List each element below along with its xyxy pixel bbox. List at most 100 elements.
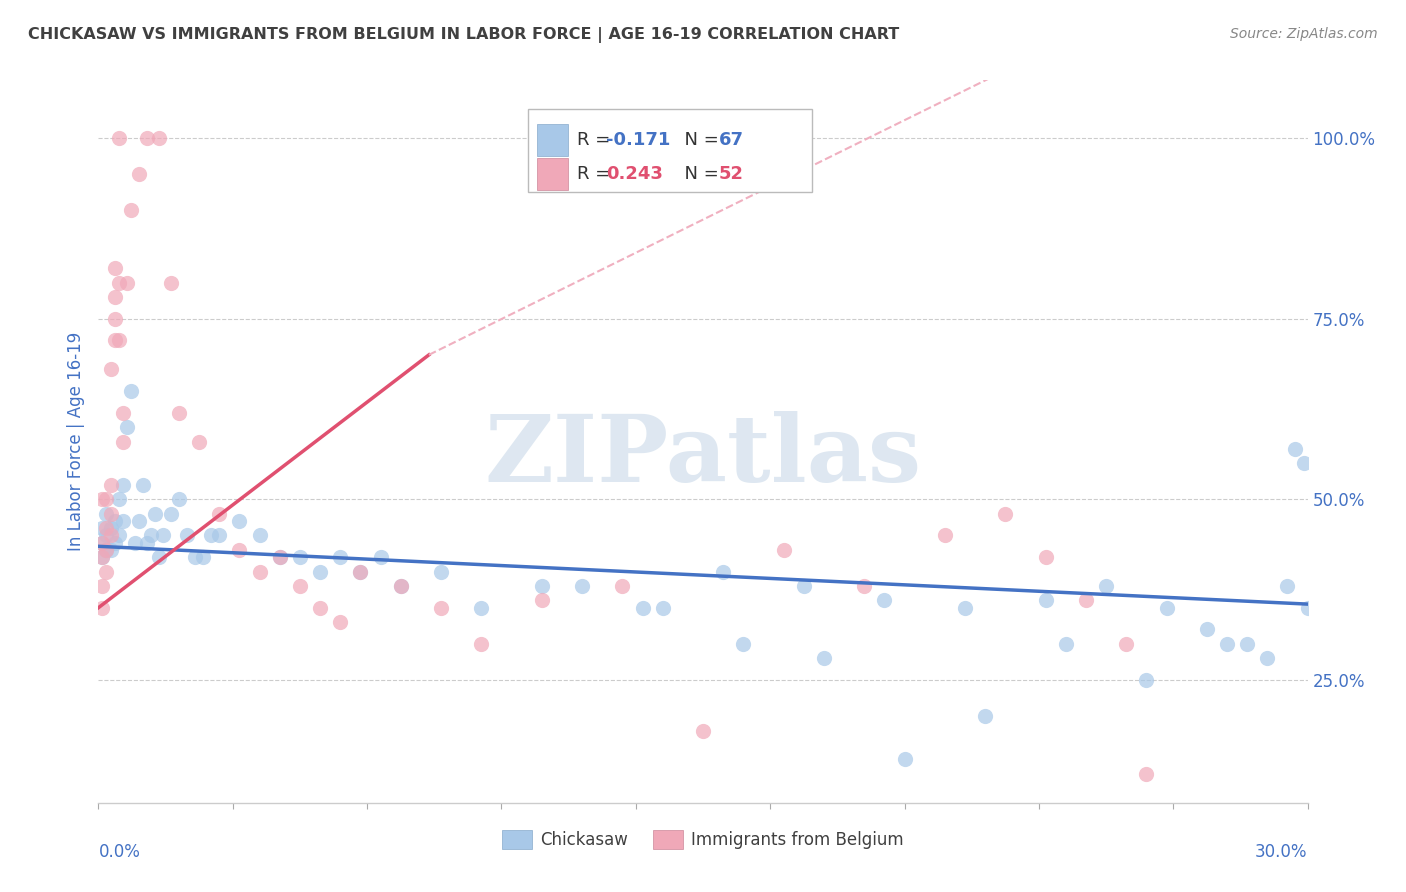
Point <box>111 434 134 449</box>
Point <box>733 637 755 651</box>
Point <box>132 478 155 492</box>
Point <box>91 579 114 593</box>
Point <box>96 528 118 542</box>
Point <box>249 528 271 542</box>
Text: ZIPatlas: ZIPatlas <box>485 411 921 501</box>
Point <box>96 492 118 507</box>
Point <box>167 492 190 507</box>
Point <box>100 528 122 542</box>
Point <box>853 579 876 593</box>
Point <box>135 131 157 145</box>
Point <box>974 709 997 723</box>
Point <box>953 600 976 615</box>
Text: R =: R = <box>578 165 616 183</box>
Text: R =: R = <box>578 130 616 149</box>
Point <box>389 579 412 593</box>
Point <box>91 535 114 549</box>
Point <box>100 362 122 376</box>
Point <box>249 565 271 579</box>
Point <box>349 565 371 579</box>
Point <box>176 528 198 542</box>
Point <box>288 550 311 565</box>
Point <box>309 565 332 579</box>
Point <box>160 276 183 290</box>
Point <box>200 528 222 542</box>
Legend: Chickasaw, Immigrants from Belgium: Chickasaw, Immigrants from Belgium <box>495 823 911 856</box>
Point <box>430 600 453 615</box>
Point <box>91 521 114 535</box>
Point <box>631 600 654 615</box>
Point <box>148 550 170 565</box>
Point <box>96 542 118 557</box>
Point <box>269 550 291 565</box>
Point <box>111 514 134 528</box>
Point <box>115 420 138 434</box>
Text: Source: ZipAtlas.com: Source: ZipAtlas.com <box>1230 27 1378 41</box>
Point <box>107 276 129 290</box>
Point <box>160 507 183 521</box>
Point <box>470 600 492 615</box>
Point <box>152 528 174 542</box>
Point <box>124 535 146 549</box>
Point <box>96 565 118 579</box>
Point <box>100 507 122 521</box>
Point <box>1277 579 1299 593</box>
Point <box>309 600 332 615</box>
Point <box>111 478 134 492</box>
Y-axis label: In Labor Force | Age 16-19: In Labor Force | Age 16-19 <box>66 332 84 551</box>
Point <box>1296 600 1319 615</box>
Point <box>1156 600 1178 615</box>
Point <box>135 535 157 549</box>
Point <box>329 615 352 630</box>
FancyBboxPatch shape <box>527 109 811 193</box>
Point <box>193 550 215 565</box>
Point <box>188 434 211 449</box>
Point <box>100 542 122 557</box>
Point <box>128 167 150 181</box>
Point <box>269 550 291 565</box>
Point <box>91 550 114 565</box>
Point <box>1135 767 1157 781</box>
Point <box>96 542 118 557</box>
Point <box>430 565 453 579</box>
Text: 0.243: 0.243 <box>606 165 664 183</box>
Text: 30.0%: 30.0% <box>1256 843 1308 861</box>
Point <box>100 478 122 492</box>
Point <box>530 593 553 607</box>
Point <box>994 507 1017 521</box>
Point <box>711 565 734 579</box>
Point <box>1135 673 1157 687</box>
Point <box>103 535 125 549</box>
Point <box>139 528 162 542</box>
Point <box>91 492 114 507</box>
Point <box>1074 593 1097 607</box>
Point <box>111 406 134 420</box>
Point <box>692 723 714 738</box>
Point <box>107 131 129 145</box>
Text: -0.171: -0.171 <box>606 130 671 149</box>
Text: CHICKASAW VS IMMIGRANTS FROM BELGIUM IN LABOR FORCE | AGE 16-19 CORRELATION CHAR: CHICKASAW VS IMMIGRANTS FROM BELGIUM IN … <box>28 27 900 43</box>
Text: 0.0%: 0.0% <box>98 843 141 861</box>
Point <box>1115 637 1137 651</box>
Point <box>349 565 371 579</box>
FancyBboxPatch shape <box>537 158 568 190</box>
Point <box>228 542 250 557</box>
Point <box>96 521 118 535</box>
Point <box>120 384 142 398</box>
Point <box>148 131 170 145</box>
Point <box>208 507 231 521</box>
Point <box>107 492 129 507</box>
Point <box>107 334 129 348</box>
Point <box>1284 442 1306 456</box>
Point <box>128 514 150 528</box>
Point <box>1095 579 1118 593</box>
Point <box>612 579 634 593</box>
Point <box>1236 637 1258 651</box>
Point <box>103 334 125 348</box>
Point <box>772 542 794 557</box>
FancyBboxPatch shape <box>537 124 568 156</box>
Point <box>288 579 311 593</box>
Point <box>120 203 142 218</box>
Point <box>370 550 392 565</box>
Point <box>1035 550 1057 565</box>
